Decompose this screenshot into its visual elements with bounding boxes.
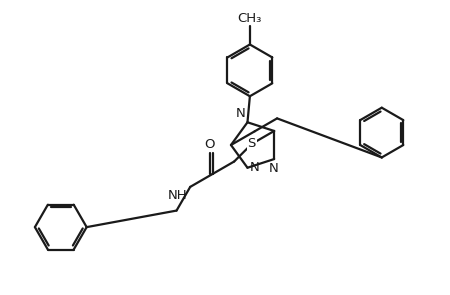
Text: S: S: [248, 137, 256, 150]
Text: O: O: [205, 137, 215, 150]
Text: N: N: [268, 162, 278, 175]
Text: N: N: [236, 107, 246, 120]
Text: N: N: [250, 161, 260, 174]
Text: NH: NH: [168, 189, 188, 202]
Text: CH₃: CH₃: [238, 12, 262, 24]
